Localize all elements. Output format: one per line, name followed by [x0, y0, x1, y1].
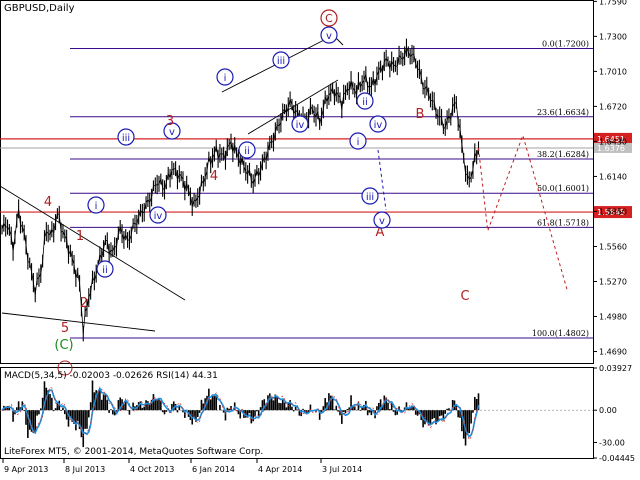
- price-tick-label: 1.4980: [599, 313, 627, 322]
- wave-label: ii: [244, 146, 250, 157]
- time-tick-label: 3 Jul 2014: [322, 465, 362, 474]
- fib-level-label: 0.0(1.7200): [542, 39, 589, 48]
- macd-tick-label: 0.00: [599, 406, 617, 415]
- forecast-wave-label: A: [376, 225, 385, 240]
- indicator-label: MACD(5,34,5) -0.02003 -0.02626 RSI(14) 4…: [4, 371, 218, 381]
- price-tick-label: 1.6720: [599, 102, 627, 111]
- trend-line: [1, 312, 156, 332]
- wave-number: 1: [76, 229, 84, 244]
- forecast-subwave-line: [377, 149, 387, 211]
- wave-circle: [272, 51, 290, 69]
- wave-number: 2: [80, 296, 88, 311]
- wave-circle: [149, 206, 167, 224]
- trend-line: [0, 185, 186, 301]
- level-price-box: [594, 132, 632, 145]
- wave-label: iv: [374, 120, 383, 131]
- wave-label: ii: [102, 265, 108, 276]
- wave-circle: [291, 115, 309, 133]
- price-tick-label: 1.7300: [599, 32, 627, 41]
- level-price-label: 1.5845: [597, 208, 625, 217]
- wave-label: i: [357, 137, 360, 148]
- wave-label: v: [326, 31, 332, 42]
- wave-circle-red: [320, 9, 338, 27]
- wave-circle-cut: [57, 360, 73, 376]
- wave-label: iv: [296, 120, 305, 131]
- price-series: [1, 38, 480, 342]
- current-price-label: 1.6376: [597, 144, 625, 153]
- wave-number: 3: [166, 114, 174, 129]
- time-tick-label: 4 Oct 2013: [130, 465, 174, 474]
- macd-tick-label: -30.00: [599, 438, 625, 447]
- wave-circle: [96, 260, 114, 278]
- macd-series: 0.03927 0.00 -30.00 -0.04445: [0, 364, 635, 463]
- time-axis: 9 Apr 2013 8 Jul 2013 4 Oct 2013 6 Jan 2014…: [2, 459, 362, 474]
- current-price-box: [594, 142, 632, 153]
- wave-circle: [87, 196, 105, 214]
- price-panel[interactable]: [0, 0, 594, 364]
- price-tick-label: 1.5270: [599, 277, 627, 286]
- price-tick-label: 1.7590: [599, 0, 627, 6]
- time-tick-label: 8 Jul 2013: [65, 465, 105, 474]
- forecast-line: [477, 133, 568, 291]
- fib-level-label: 61.8(1.5718): [537, 218, 589, 227]
- wave-label: iii: [277, 56, 285, 67]
- trend-line: [247, 79, 339, 135]
- wave-circle: [117, 128, 135, 146]
- forecast-wave-label: B: [416, 107, 425, 122]
- fib-level-label: 100.0(1.4802): [532, 329, 589, 338]
- fib-level-label: 50.0(1.6001): [537, 184, 589, 193]
- wave-label: v: [169, 127, 175, 138]
- macd-panel[interactable]: [0, 367, 594, 459]
- wave-label-green: (C): [54, 338, 73, 353]
- level-price-label: 1.6451: [597, 135, 625, 144]
- wave-circle: [216, 68, 234, 86]
- price-tick-label: 1.7010: [599, 67, 627, 76]
- macd-tick-label: 0.03927: [599, 364, 632, 373]
- time-tick-label: 4 Apr 2014: [258, 465, 302, 474]
- wave-circle: [356, 92, 374, 110]
- wave-number: 4: [44, 195, 52, 210]
- wave-label-red: C: [325, 12, 333, 25]
- price-tick-label: 1.6430: [599, 137, 627, 146]
- wave-label: i: [95, 201, 98, 212]
- wave-label: iii: [366, 192, 374, 203]
- wave-label: iii: [122, 133, 130, 144]
- wave-number: 4: [210, 169, 218, 184]
- wave-circle: [373, 211, 391, 229]
- forecast-wave-label: C: [460, 289, 469, 304]
- rsi-line: [1, 386, 479, 441]
- time-tick-label: 9 Apr 2013: [4, 465, 48, 474]
- wave-label: i: [224, 73, 227, 84]
- wave-circle: [238, 141, 256, 159]
- wave-circle: [369, 115, 387, 133]
- wave-circle: [361, 187, 379, 205]
- price-tick-label: 1.6140: [599, 172, 627, 181]
- price-tick-label: 1.4690: [599, 348, 627, 357]
- wave-label: ii: [362, 97, 368, 108]
- fib-level-label: 38.2(1.6284): [537, 150, 589, 159]
- fib-level-label: 23.6(1.6634): [537, 108, 589, 117]
- price-line: [1, 46, 479, 334]
- price-axis: 1.7590 1.7300 1.7010 1.6720 1.6430 1.6140 1.58…: [593, 0, 627, 357]
- time-tick-label: 6 Jan 2014: [192, 465, 235, 474]
- wave-number: 5: [61, 321, 69, 336]
- forecast-path: A B C: [376, 107, 568, 304]
- wave-circle: [349, 132, 367, 150]
- price-tick-label: 1.5850: [599, 207, 627, 216]
- wave-label: iv: [154, 211, 163, 222]
- wave-circle: [320, 26, 338, 44]
- copyright-label: LiteForex MT5, © 2001-2014, MetaQuotes S…: [4, 447, 263, 457]
- wave-label: v: [379, 216, 385, 227]
- level-price-box: [594, 206, 632, 219]
- wave-circle: [163, 122, 181, 140]
- price-tick-label: 1.5560: [599, 242, 627, 251]
- symbol-timeframe: GBPUSD,Daily: [4, 3, 75, 14]
- macd-tick-label: -0.04445: [599, 454, 635, 463]
